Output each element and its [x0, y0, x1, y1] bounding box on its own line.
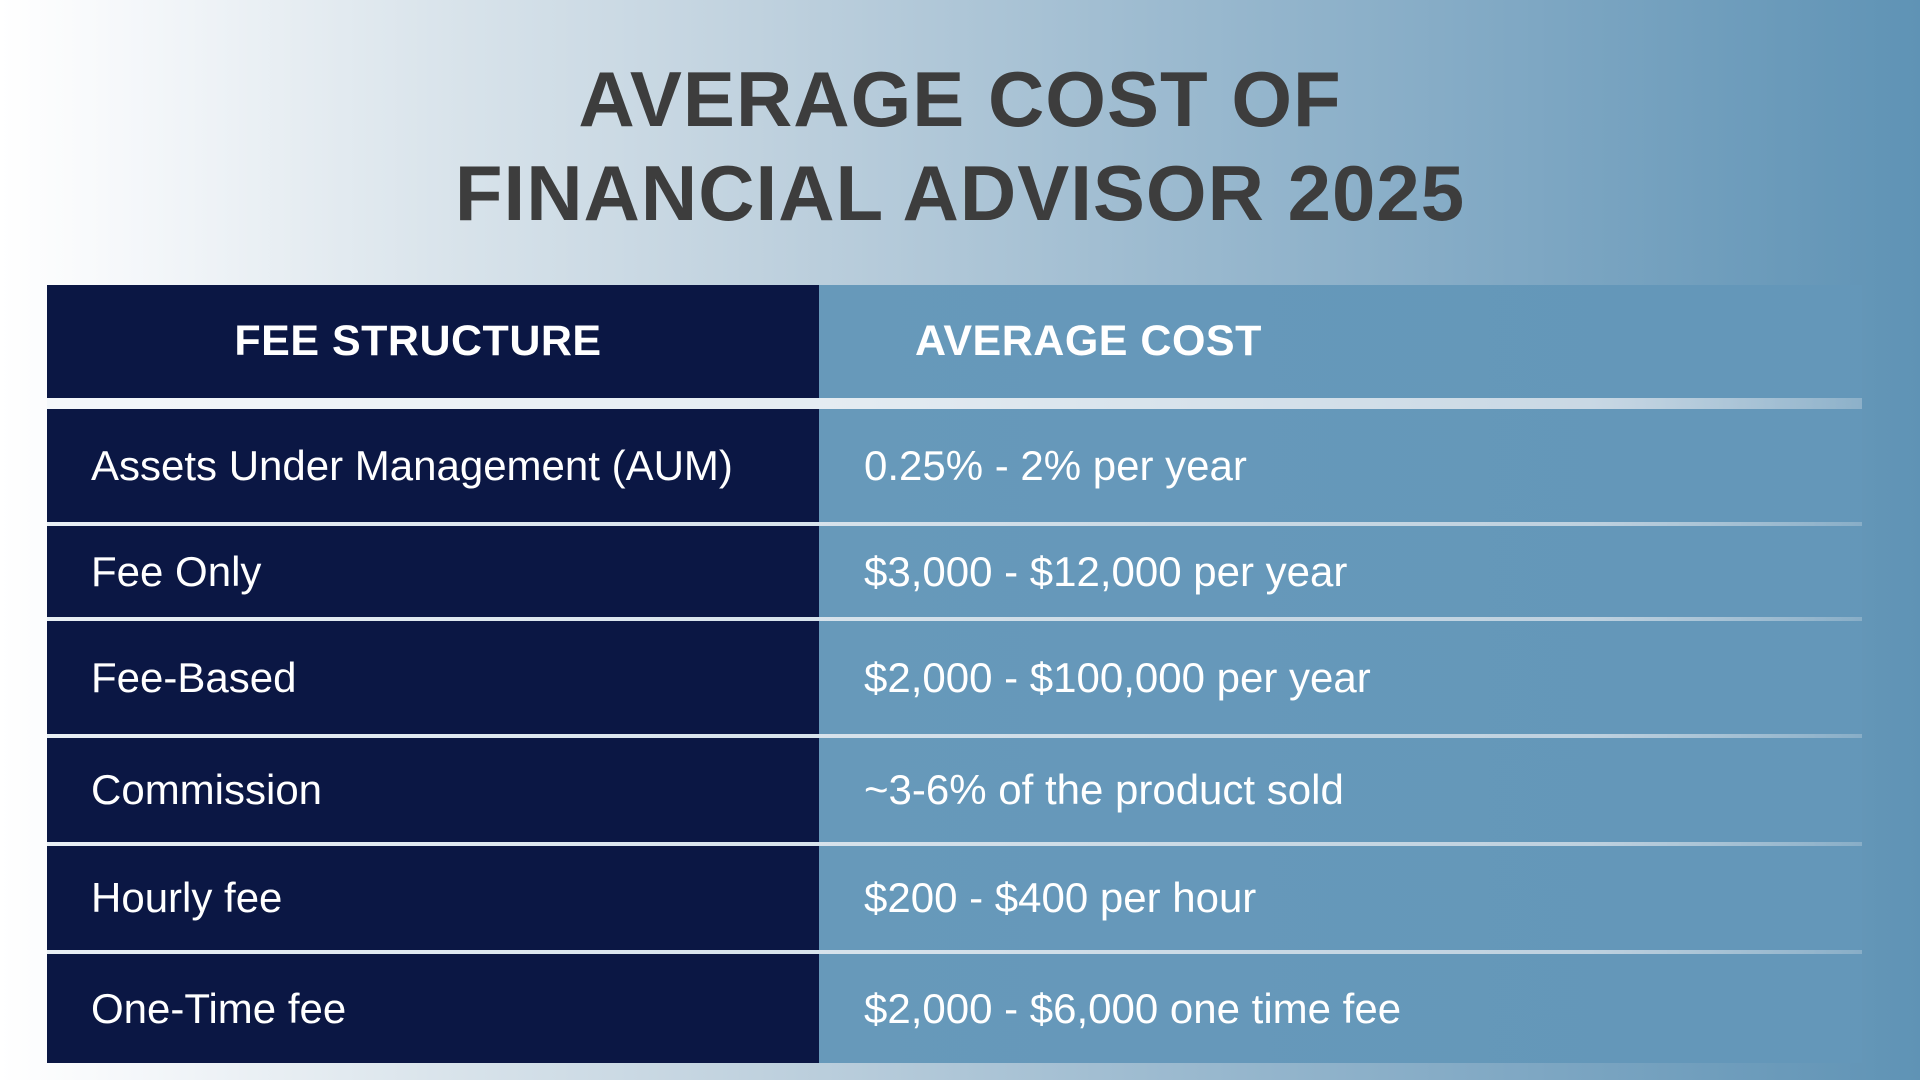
table-header-row: FEE STRUCTURE AVERAGE COST [47, 285, 1862, 398]
fee-structure-cell: Commission [47, 738, 819, 842]
fee-structure-cell: Assets Under Management (AUM) [47, 409, 819, 522]
row-divider [47, 734, 1862, 738]
table-row: Assets Under Management (AUM) 0.25% - 2%… [47, 409, 1862, 522]
header-fee-structure: FEE STRUCTURE [47, 285, 819, 398]
row-divider [47, 950, 1862, 954]
average-cost-cell: ~3-6% of the product sold [819, 738, 1862, 842]
table-row: Hourly fee $200 - $400 per hour [47, 846, 1862, 950]
row-divider [47, 522, 1862, 526]
row-divider [47, 842, 1862, 846]
average-cost-cell: $200 - $400 per hour [819, 846, 1862, 950]
average-cost-cell: $3,000 - $12,000 per year [819, 526, 1862, 617]
fee-structure-cell: Fee-Based [47, 621, 819, 734]
table-row: One-Time fee $2,000 - $6,000 one time fe… [47, 954, 1862, 1063]
table-row: Fee Only $3,000 - $12,000 per year [47, 526, 1862, 617]
table-row: Commission ~3-6% of the product sold [47, 738, 1862, 842]
row-divider [47, 617, 1862, 621]
table-row: Fee-Based $2,000 - $100,000 per year [47, 621, 1862, 734]
average-cost-cell: $2,000 - $6,000 one time fee [819, 954, 1862, 1063]
fee-structure-cell: One-Time fee [47, 954, 819, 1063]
header-average-cost: AVERAGE COST [819, 285, 1862, 398]
fee-structure-cell: Fee Only [47, 526, 819, 617]
page-title-line-2: FINANCIAL ADVISOR 2025 [454, 149, 1466, 237]
fee-structure-cell: Hourly fee [47, 846, 819, 950]
fee-cost-table: FEE STRUCTURE AVERAGE COST Assets Under … [47, 285, 1862, 1063]
average-cost-cell: 0.25% - 2% per year [819, 409, 1862, 522]
average-cost-cell: $2,000 - $100,000 per year [819, 621, 1862, 734]
page-title: AVERAGE COST OF FINANCIAL ADVISOR 2025 [0, 52, 1920, 240]
header-divider [47, 398, 1862, 409]
page-title-line-1: AVERAGE COST OF [578, 55, 1342, 143]
